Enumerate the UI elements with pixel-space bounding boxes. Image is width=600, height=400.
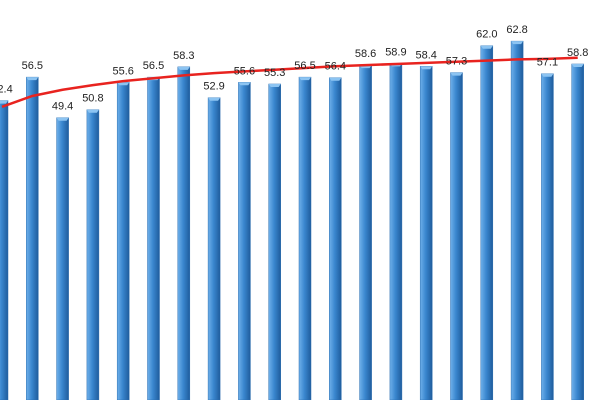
bar — [56, 117, 69, 400]
data-label: 52.4 — [0, 84, 13, 96]
bar — [116, 82, 130, 400]
bar-cap — [571, 64, 584, 67]
bar-cap — [329, 77, 342, 81]
bar-cap — [177, 66, 190, 70]
bar-cap — [511, 41, 524, 45]
bar — [571, 63, 584, 400]
data-label: 56.5 — [294, 60, 315, 72]
data-label: 58.4 — [415, 49, 436, 61]
bar — [26, 76, 39, 400]
bar-cap — [299, 77, 311, 81]
bar-cap — [86, 109, 99, 113]
data-label: 56.4 — [325, 61, 346, 73]
bar-cap — [0, 100, 8, 104]
data-label: 56.5 — [143, 60, 164, 72]
bar-cap — [480, 45, 493, 49]
data-label: 58.3 — [173, 50, 194, 62]
bar — [238, 82, 251, 400]
bar-cap — [56, 117, 69, 121]
data-label: 55.6 — [234, 65, 255, 77]
bar — [450, 72, 463, 400]
bar — [86, 109, 100, 400]
data-label: 55.6 — [112, 65, 133, 77]
bar-cap — [541, 73, 554, 77]
data-label: 50.8 — [82, 93, 103, 105]
data-label: 62.0 — [476, 29, 497, 41]
bar-cap — [238, 82, 251, 86]
bar-cap — [208, 97, 221, 101]
data-label: 52.9 — [203, 81, 224, 93]
bar-cap — [420, 66, 433, 70]
data-label: 49.4 — [52, 101, 73, 113]
data-label: 58.8 — [567, 47, 588, 59]
bar — [147, 76, 160, 400]
trend-line — [1, 56, 578, 109]
bar — [359, 64, 372, 400]
bar — [419, 66, 433, 400]
data-label: 56.5 — [22, 60, 43, 72]
data-label: 57.3 — [446, 56, 467, 68]
bar-cap — [450, 72, 463, 76]
bar — [0, 100, 9, 400]
bar — [510, 40, 524, 400]
bar — [329, 77, 342, 400]
bar-cap — [117, 82, 130, 86]
data-label: 55.3 — [264, 67, 285, 79]
bar — [207, 97, 221, 400]
bar — [389, 63, 403, 400]
bar — [298, 76, 312, 400]
bar-cap — [26, 77, 39, 81]
bar — [541, 73, 554, 400]
data-label: 57.1 — [537, 57, 558, 69]
data-label: 58.9 — [385, 46, 406, 58]
data-label: 58.6 — [355, 48, 376, 60]
bar — [177, 66, 191, 400]
bar — [268, 83, 281, 400]
bar — [480, 45, 494, 400]
bar-cap — [268, 84, 281, 87]
data-label: 62.8 — [506, 24, 527, 36]
